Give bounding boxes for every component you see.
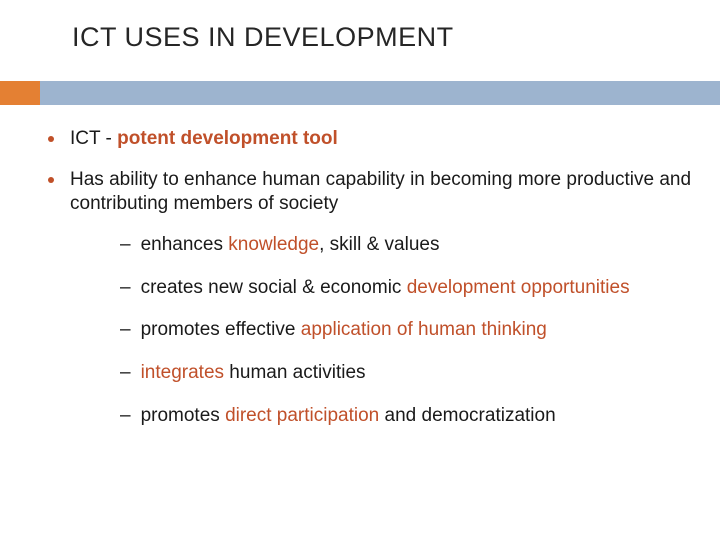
dash-icon: – bbox=[120, 404, 131, 429]
sub-bullet-item: – enhances knowledge, skill & values bbox=[120, 233, 692, 258]
slide-container: ICT USES IN DEVELOPMENT ICT - potent dev… bbox=[0, 0, 720, 540]
sub-bullet-item: – promotes effective application of huma… bbox=[120, 318, 692, 343]
sub-bullet-item: – integrates human activities bbox=[120, 361, 692, 386]
slide-content: ICT - potent development tool Has abilit… bbox=[0, 105, 720, 429]
accent-bar bbox=[0, 81, 720, 105]
bullet-text: Has ability to enhance human capability … bbox=[70, 168, 692, 217]
bullet-dot-icon bbox=[48, 177, 54, 183]
bullet-item: ICT - potent development tool bbox=[48, 127, 692, 152]
sub-bullet-text: creates new social & economic developmen… bbox=[141, 276, 630, 301]
dash-icon: – bbox=[120, 361, 131, 386]
slide-title: ICT USES IN DEVELOPMENT bbox=[0, 22, 720, 53]
sub-bullet-item: – promotes direct participation and demo… bbox=[120, 404, 692, 429]
sub-bullet-text: integrates human activities bbox=[141, 361, 366, 386]
sub-bullet-item: – creates new social & economic developm… bbox=[120, 276, 692, 301]
accent-bar-blue bbox=[40, 81, 720, 105]
sub-bullet-text: promotes direct participation and democr… bbox=[141, 404, 556, 429]
dash-icon: – bbox=[120, 318, 131, 343]
bullet-text: ICT - potent development tool bbox=[70, 127, 338, 152]
sub-bullet-text: enhances knowledge, skill & values bbox=[141, 233, 440, 258]
sub-bullet-list: – enhances knowledge, skill & values – c… bbox=[48, 233, 692, 428]
dash-icon: – bbox=[120, 276, 131, 301]
accent-bar-orange bbox=[0, 81, 40, 105]
bullet-dot-icon bbox=[48, 136, 54, 142]
dash-icon: – bbox=[120, 233, 131, 258]
bullet-item: Has ability to enhance human capability … bbox=[48, 168, 692, 217]
sub-bullet-text: promotes effective application of human … bbox=[141, 318, 547, 343]
